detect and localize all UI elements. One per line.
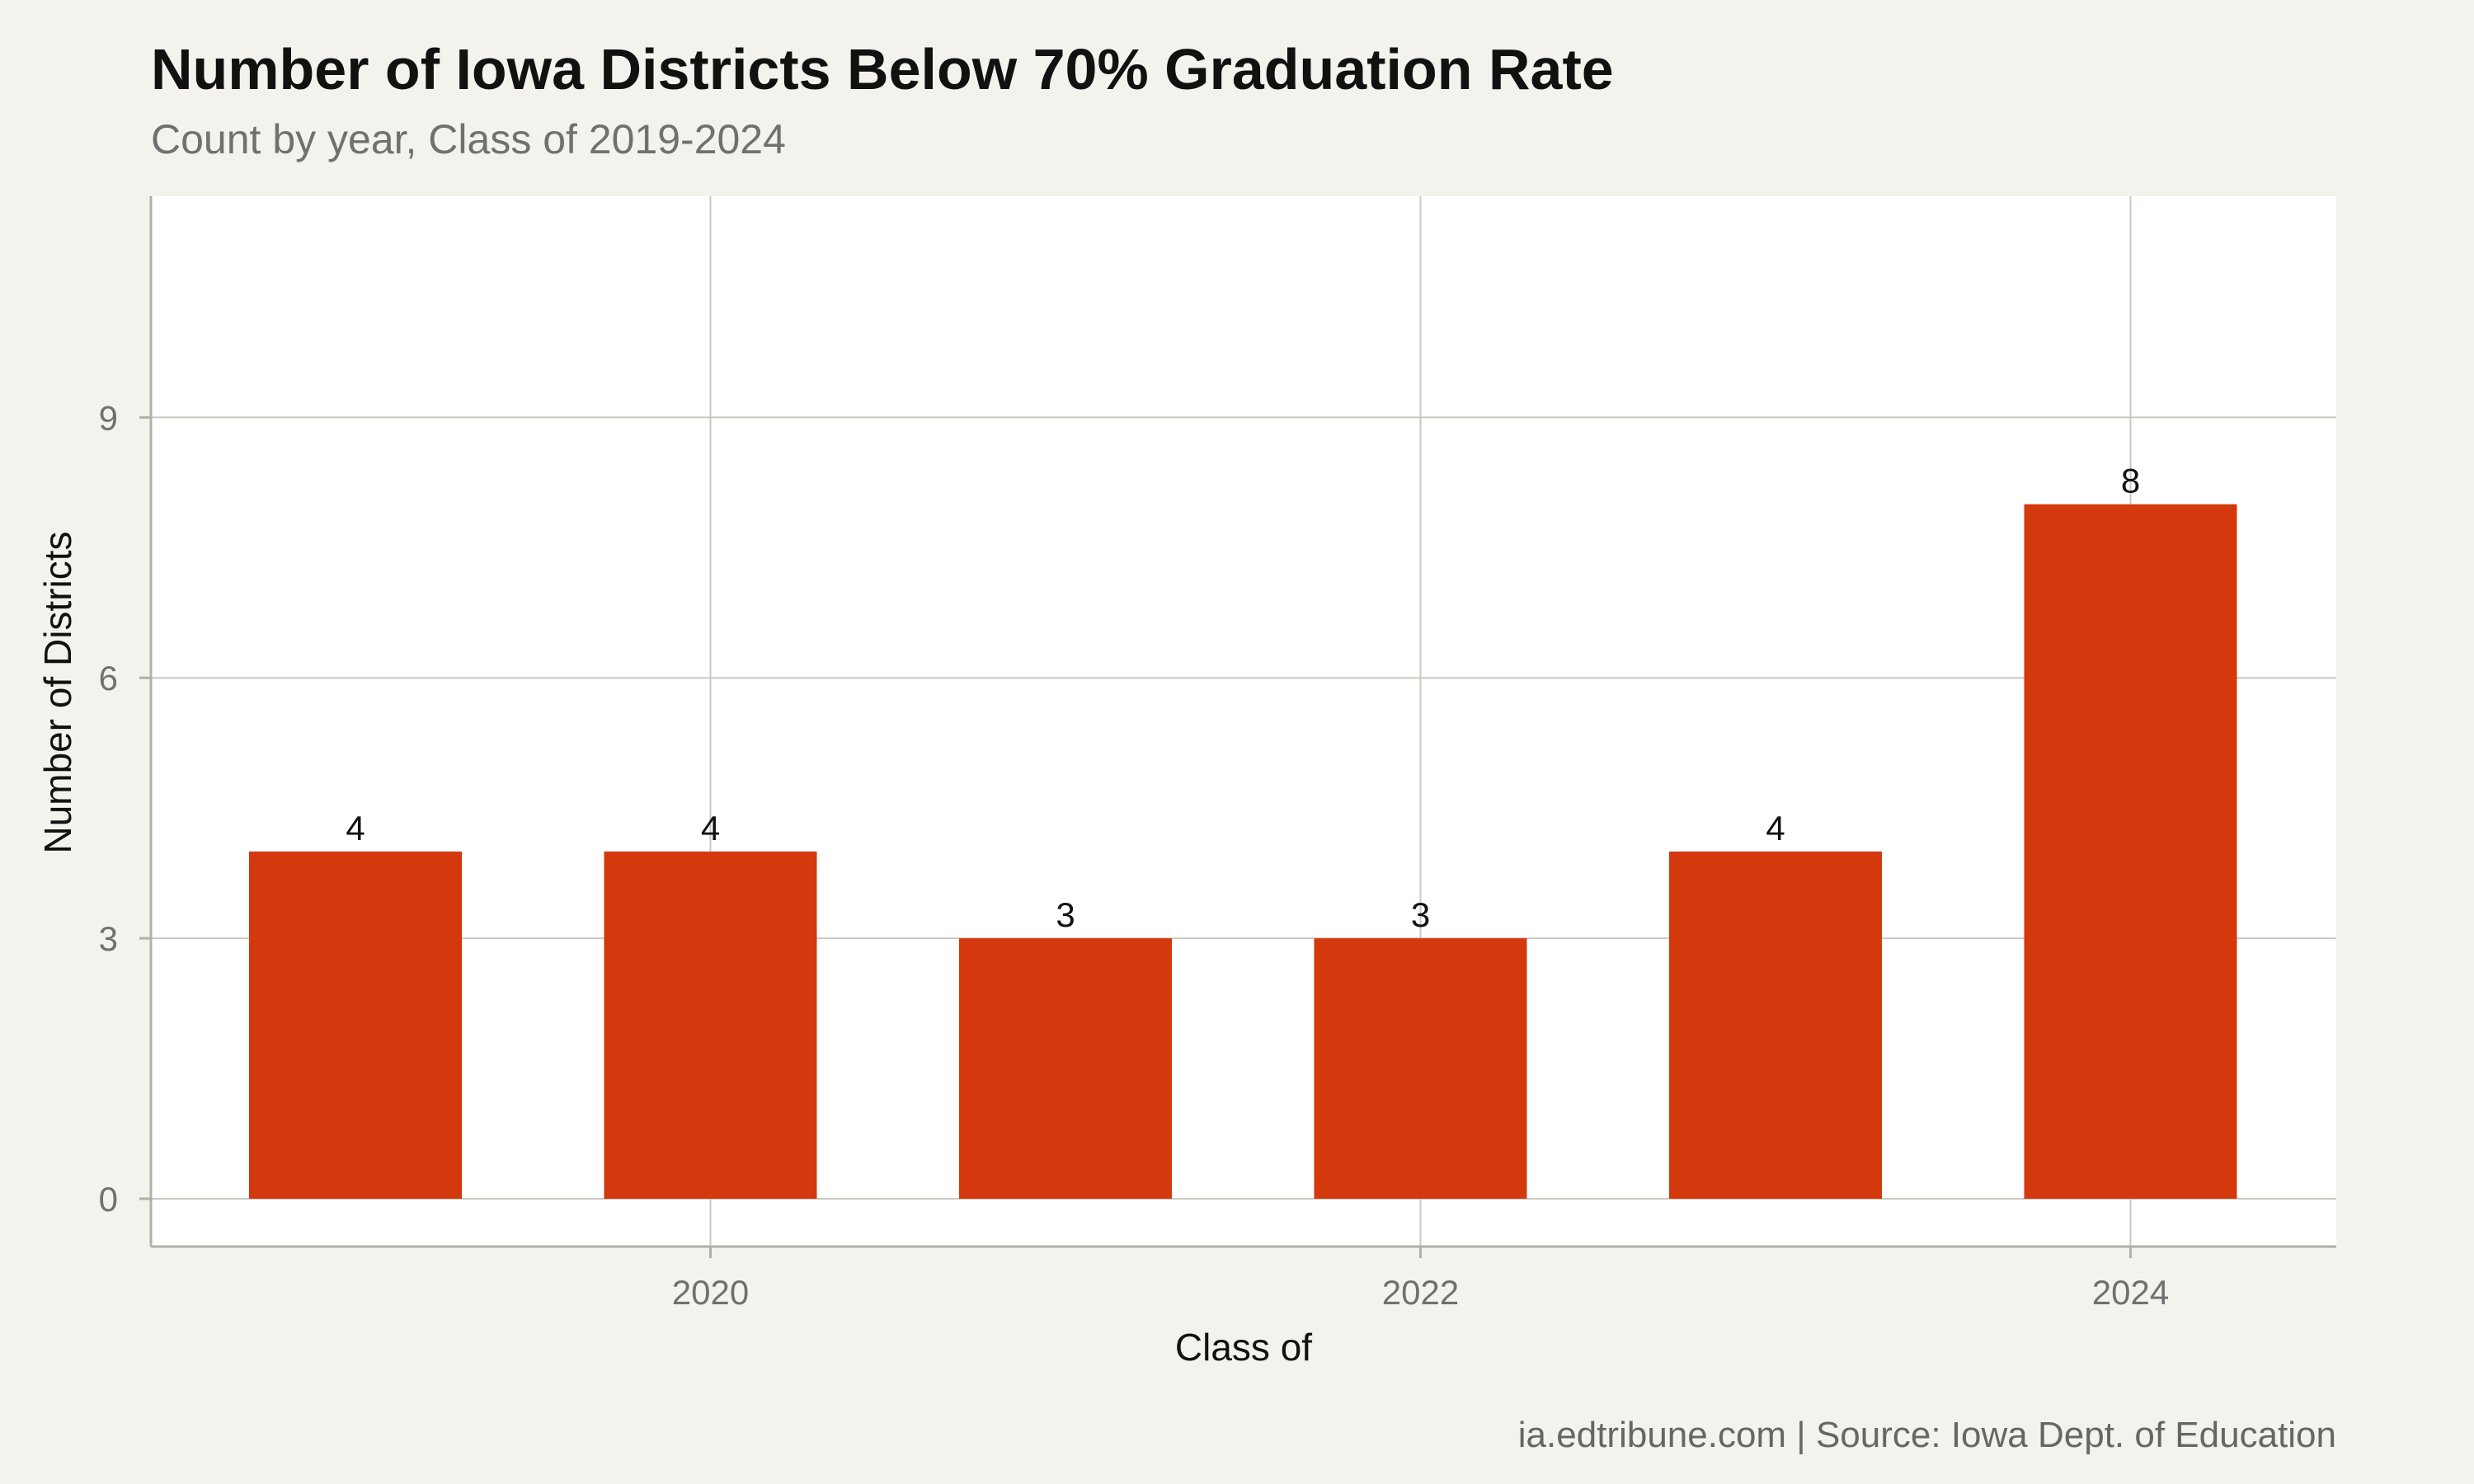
bars — [249, 504, 2237, 1199]
y-axis-label: Number of Districts — [36, 531, 79, 853]
chart-title: Number of Iowa Districts Below 70% Gradu… — [151, 37, 1614, 101]
x-tick-label-2020: 2020 — [672, 1273, 749, 1312]
y-tick-label-6: 6 — [99, 659, 118, 697]
bar-2019 — [249, 851, 462, 1199]
plot-panel — [151, 196, 2336, 1247]
data-label-2022: 3 — [1411, 895, 1430, 934]
bar-2020 — [604, 851, 817, 1199]
data-label-2023: 4 — [1766, 809, 1785, 848]
axes — [139, 196, 2336, 1258]
x-axis-label: Class of — [1175, 1326, 1312, 1369]
y-tick-label-3: 3 — [99, 919, 118, 958]
x-tick-label-2022: 2022 — [1382, 1273, 1459, 1312]
data-labels: 4 4 3 3 4 8 — [346, 462, 2140, 935]
x-tick-labels: 2020 2022 2024 — [672, 1273, 2169, 1312]
bar-2022 — [1314, 938, 1527, 1199]
bar-2024 — [2024, 504, 2237, 1199]
y-tick-label-9: 9 — [99, 398, 118, 437]
data-label-2021: 3 — [1056, 895, 1075, 934]
source-caption: ia.edtribune.com | Source: Iowa Dept. of… — [1517, 1415, 2336, 1455]
x-tick-label-2024: 2024 — [2092, 1273, 2169, 1312]
data-label-2019: 4 — [346, 809, 365, 848]
data-label-2024: 8 — [2121, 462, 2140, 500]
bar-2021 — [959, 938, 1172, 1199]
data-label-2020: 4 — [701, 809, 720, 848]
y-tick-labels: 0 3 6 9 — [99, 398, 118, 1219]
bar-2023 — [1669, 851, 1882, 1199]
horizontal-gridlines — [151, 416, 2336, 1200]
chart-subtitle: Count by year, Class of 2019-2024 — [151, 116, 786, 162]
y-tick-label-0: 0 — [99, 1180, 118, 1219]
